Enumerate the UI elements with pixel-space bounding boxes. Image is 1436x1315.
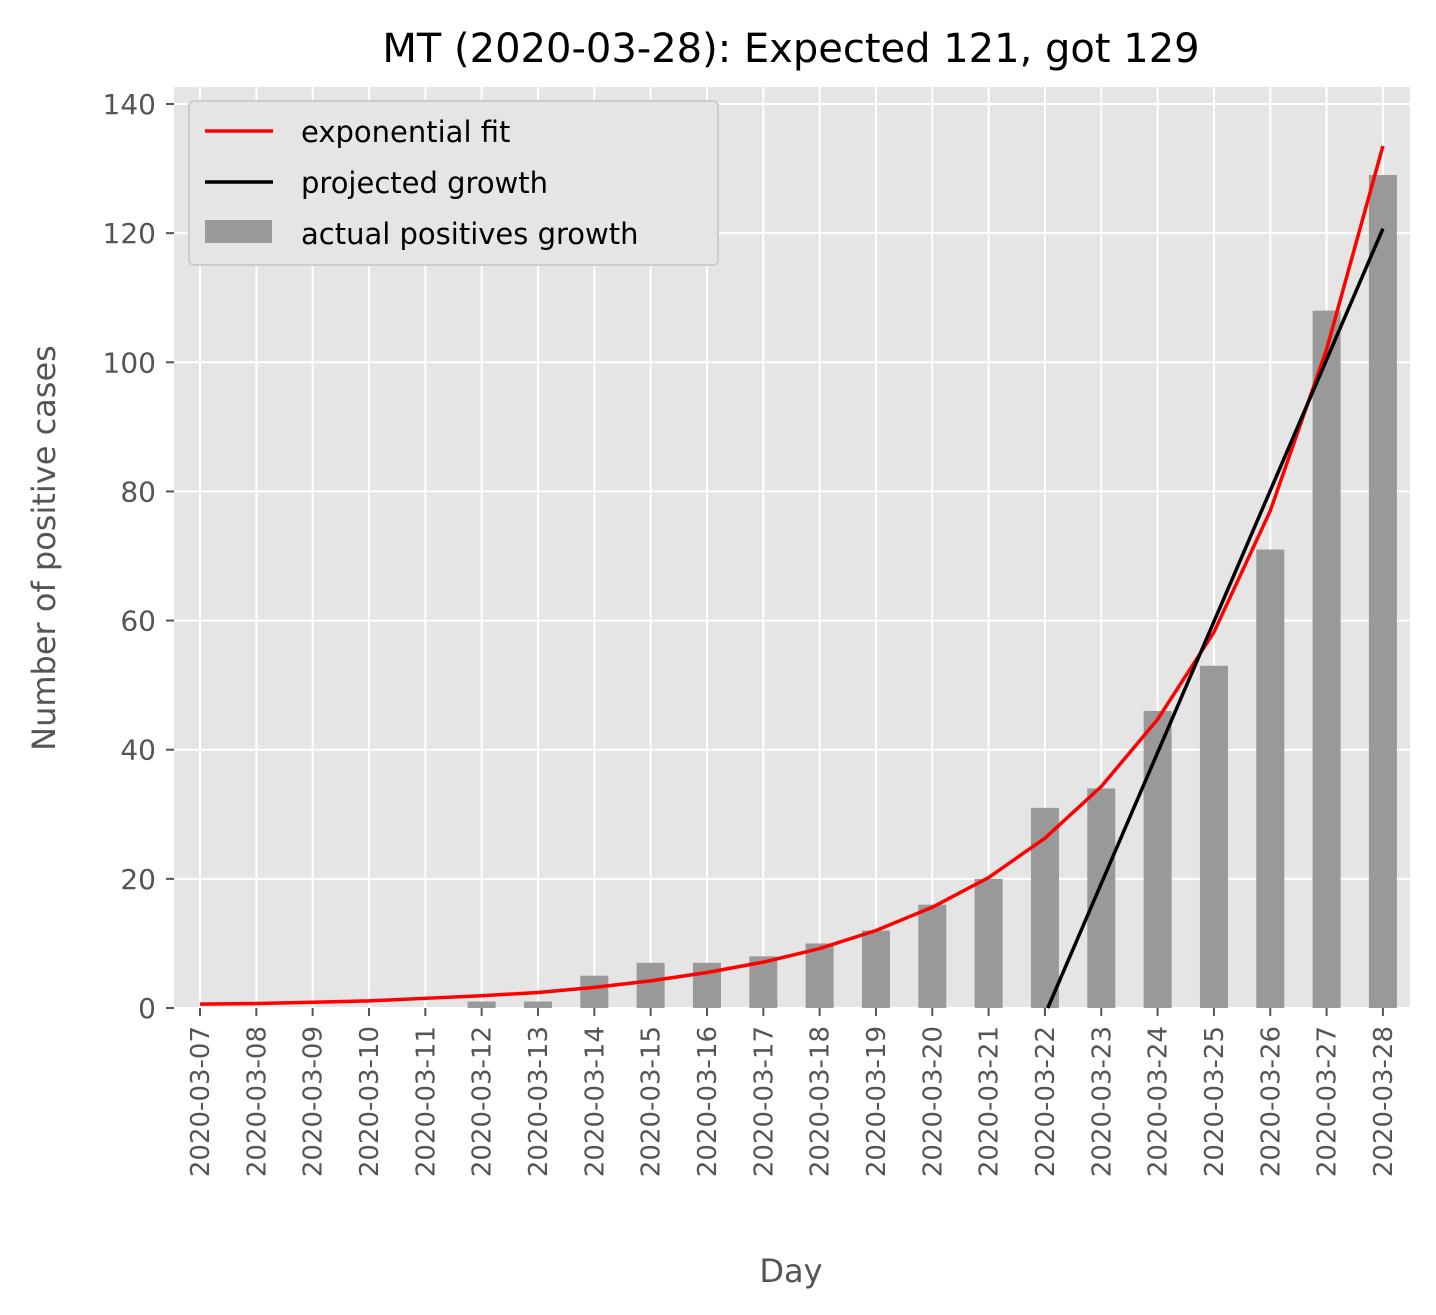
bar [1087,788,1116,1008]
x-axis: 2020-03-07 2020-03-08 2020-03-09 2020-03-10… [186,1008,1399,1177]
series-line [1046,227,1385,1009]
line-series [199,145,1385,1009]
bar [636,962,665,1008]
bar [523,1001,552,1008]
y-axis-label: Number of positive cases [25,345,63,751]
y-tick-label: 120 [103,217,156,250]
x-tick-label: 2020-03-26 [1256,1026,1286,1177]
y-tick-label: 80 [120,475,156,508]
x-tick-label: 2020-03-27 [1313,1026,1343,1177]
x-tick-label: 2020-03-11 [411,1026,441,1177]
bar [467,1001,496,1008]
bar [580,975,609,1008]
y-tick-label: 0 [138,992,156,1025]
x-tick-label: 2020-03-19 [862,1026,892,1177]
legend-label-actual-positives: actual positives growth [301,217,639,251]
x-tick-label: 2020-03-21 [975,1026,1005,1177]
legend-label-exponential-fit: exponential fit [301,115,510,149]
bar [1368,175,1397,1008]
x-tick-label: 2020-03-22 [1031,1026,1061,1177]
x-tick-label: 2020-03-16 [693,1026,723,1177]
y-tick-label: 60 [120,605,156,638]
x-tick-label: 2020-03-14 [580,1026,610,1177]
x-tick-label: 2020-03-12 [468,1026,498,1177]
x-tick-label: 2020-03-23 [1087,1026,1117,1177]
bar-series [467,175,1397,1009]
y-tick-label: 20 [120,863,156,896]
y-axis: 0 20 40 60 80 100 120 140 [103,88,174,1025]
y-tick-label: 100 [103,346,156,379]
bar [918,904,947,1008]
bar [1030,807,1059,1008]
bar [974,878,1003,1008]
bar [1256,549,1285,1008]
x-tick-label: 2020-03-28 [1369,1026,1399,1177]
x-tick-label: 2020-03-25 [1200,1026,1230,1177]
series-line [199,145,1385,1006]
bar [1199,665,1228,1008]
x-tick-label: 2020-03-15 [637,1026,667,1177]
legend-label-projected-growth: projected growth [301,166,548,200]
x-tick-label: 2020-03-24 [1144,1026,1174,1177]
legend-box [188,100,719,266]
legend-swatch-actual-positives [205,220,272,243]
chart-title: MT (2020-03-28): Expected 121, got 129 [382,26,1199,72]
x-axis-label: Day [759,1252,822,1290]
x-tick-label: 2020-03-18 [806,1026,836,1177]
y-tick-label: 40 [120,734,156,767]
bar [805,943,834,1008]
bar [861,930,890,1008]
bar [1143,710,1172,1008]
x-tick-label: 2020-03-10 [355,1026,385,1177]
legend: exponential fit projected growth actual … [188,100,719,266]
x-tick-label: 2020-03-20 [918,1026,948,1177]
x-tick-label: 2020-03-09 [299,1026,329,1177]
x-tick-label: 2020-03-07 [186,1026,216,1177]
x-tick-label: 2020-03-17 [749,1026,779,1177]
x-tick-label: 2020-03-13 [524,1026,554,1177]
bar [1312,310,1341,1009]
x-tick-label: 2020-03-08 [242,1026,272,1177]
y-tick-label: 140 [103,88,156,121]
